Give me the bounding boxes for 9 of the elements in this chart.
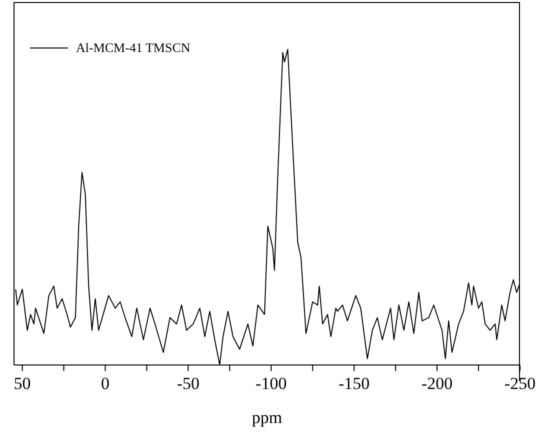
x-tick-label: -150 [338,374,370,393]
x-axis-title: ppm [252,408,282,427]
x-tick-label: -50 [176,374,200,393]
x-tick-label: -250 [504,374,536,393]
x-tick-label: 50 [14,374,31,393]
legend-label: Al-MCM-41 TMSCN [76,40,190,56]
x-tick-label: -200 [421,374,453,393]
x-tick-label: -100 [256,374,287,393]
x-tick-label: 0 [100,374,110,393]
